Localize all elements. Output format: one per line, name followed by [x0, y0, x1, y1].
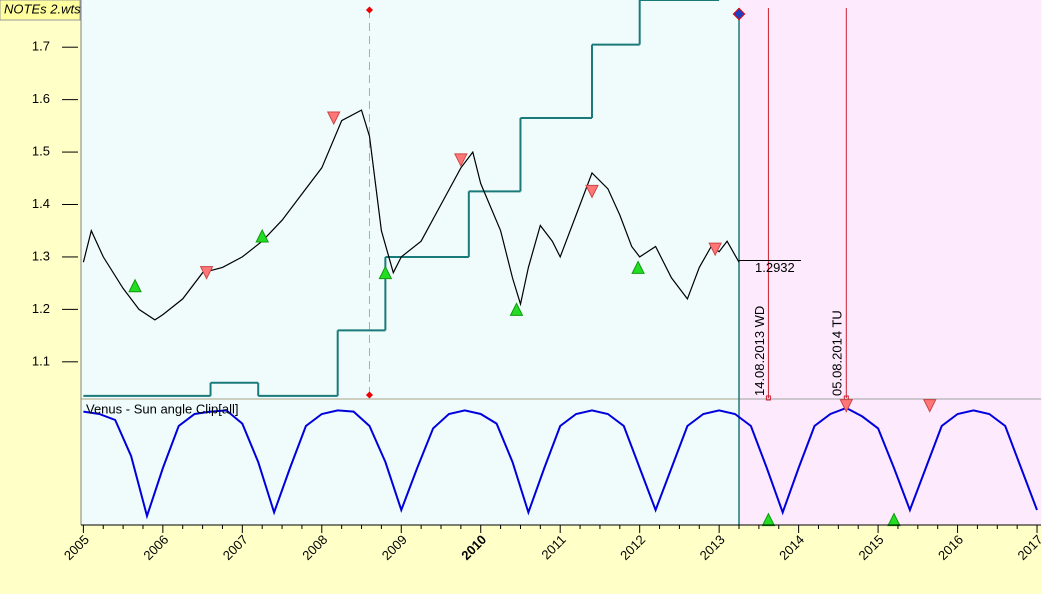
- down-marker: [839, 399, 854, 413]
- up-marker: [761, 512, 776, 527]
- x-tick-label: 2014: [776, 532, 807, 563]
- y-tick-label: 1.4: [32, 196, 50, 211]
- chart-title: NOTEs 2.wts: [4, 1, 81, 16]
- x-tick-label: 2006: [140, 532, 171, 563]
- x-tick-label: 2008: [299, 532, 330, 563]
- price-line: [82, 109, 740, 321]
- event-label: 05.08.2014 TU: [830, 310, 845, 396]
- x-tick-label: 2015: [856, 532, 887, 563]
- up-marker: [631, 260, 645, 274]
- title-box: [0, 0, 81, 21]
- x-tick-label: 2009: [379, 532, 410, 563]
- x-tick-label: 2005: [61, 532, 92, 563]
- up-marker: [255, 228, 270, 243]
- x-tick-label: 2011: [538, 532, 568, 562]
- down-marker: [585, 184, 599, 199]
- up-marker: [378, 265, 393, 280]
- indicator-line: [83, 406, 1038, 520]
- future-zone: [739, 0, 1041, 525]
- y-tick-label: 1.3: [32, 248, 50, 263]
- x-tick-label: 2013: [697, 532, 728, 563]
- y-tick-label: 1.2: [32, 301, 50, 316]
- last-price-label: 1.2932: [755, 260, 795, 275]
- down-marker: [922, 399, 937, 413]
- x-tick-label: 2012: [617, 532, 648, 563]
- down-marker: [708, 242, 722, 257]
- down-marker: [454, 153, 468, 168]
- today-diamond: [732, 7, 746, 21]
- y-tick-label: 1.6: [32, 91, 50, 106]
- event-label: 14.08.2013 WD: [752, 306, 767, 396]
- y-tick-label: 1.5: [32, 144, 50, 159]
- y-tick-label: 1.1: [32, 353, 50, 368]
- down-marker: [199, 266, 214, 280]
- x-tick-label: 2007: [220, 532, 251, 563]
- x-tick-label: 2010: [458, 532, 489, 563]
- up-marker: [509, 302, 524, 316]
- cursor-diamond: [365, 391, 374, 399]
- x-tick-label: 2017: [1015, 532, 1042, 563]
- down-marker: [326, 111, 341, 126]
- up-marker: [887, 512, 901, 527]
- cursor-diamond: [365, 6, 374, 14]
- indicator-title: Venus - Sun angle Clip[all]: [86, 401, 238, 416]
- y-tick-label: 1.7: [32, 39, 50, 54]
- x-tick-label: 2016: [935, 532, 966, 563]
- event-handle: [765, 395, 771, 401]
- up-marker: [128, 278, 142, 293]
